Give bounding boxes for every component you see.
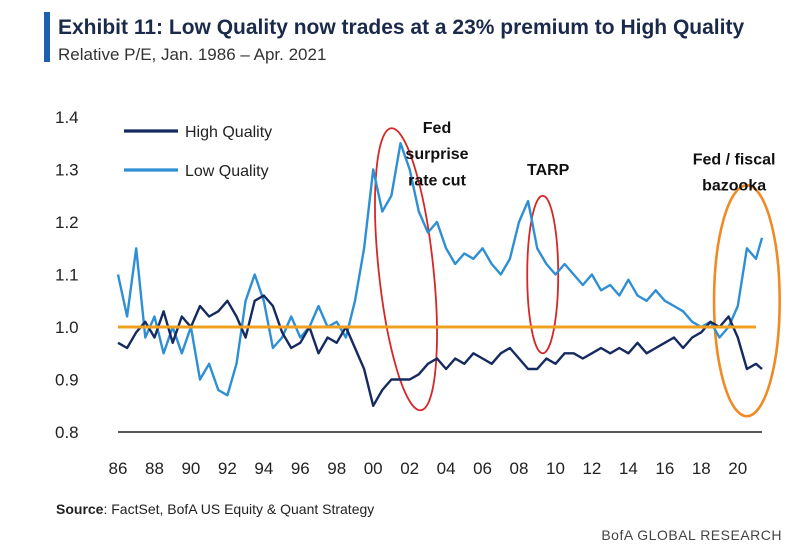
x-tick-label: 06 (473, 459, 492, 478)
series-line-low-quality (116, 141, 764, 397)
highlight-ellipse-orange (712, 183, 781, 418)
x-tick-label: 90 (181, 459, 200, 478)
event-annotation: rate cut (408, 172, 466, 189)
event-annotation: TARP (527, 162, 570, 179)
chart-title: Exhibit 11: Low Quality now trades at a … (58, 16, 745, 39)
x-tick-label: 86 (109, 459, 128, 478)
event-annotation: bazooka (702, 178, 766, 195)
x-tick-label: 14 (619, 459, 638, 478)
x-tick-label: 18 (692, 459, 711, 478)
event-annotation: Fed (423, 120, 451, 137)
title-accent-bar (44, 12, 50, 62)
y-tick-label: 1.1 (55, 266, 79, 285)
x-tick-label: 10 (546, 459, 565, 478)
x-tick-label: 04 (437, 459, 456, 478)
y-tick-label: 1.2 (55, 213, 79, 232)
x-tick-label: 94 (254, 459, 273, 478)
x-tick-label: 96 (291, 459, 310, 478)
event-annotation: surprise (405, 146, 468, 163)
y-tick-label: 1.0 (55, 318, 79, 337)
x-tick-label: 00 (364, 459, 383, 478)
legend-label: Low Quality (185, 163, 269, 180)
x-tick-label: 08 (510, 459, 529, 478)
event-annotation: Fed / fiscal (693, 151, 776, 168)
chart-area: 0.8 0.9 1.0 1.1 1.2 1.3 1.4 86 88 90 92 94 96 98 00 02 0… (55, 108, 781, 478)
y-tick-label: 1.3 (55, 161, 79, 180)
source-text: : FactSet, BofA US Equity & Quant Strate… (103, 501, 375, 517)
chart-subtitle: Relative P/E, Jan. 1986 – Apr. 2021 (58, 45, 327, 64)
research-credit: BofA GLOBAL RESEARCH (601, 527, 782, 543)
highlight-ellipse-red (374, 127, 438, 412)
y-tick-label: 0.8 (55, 423, 79, 442)
x-tick-label: 02 (400, 459, 419, 478)
y-tick-label: 0.9 (55, 371, 79, 390)
series-line-high-quality (117, 294, 763, 407)
x-tick-label: 20 (728, 459, 747, 478)
source-note: Source: FactSet, BofA US Equity & Quant … (56, 501, 374, 517)
y-tick-label: 1.4 (55, 108, 79, 127)
x-tick-label: 12 (582, 459, 601, 478)
highlight-ellipse-red (526, 194, 560, 355)
x-tick-label: 92 (218, 459, 237, 478)
x-tick-label: 16 (655, 459, 674, 478)
x-tick-label: 98 (327, 459, 346, 478)
legend-label: High Quality (185, 124, 272, 141)
source-label: Source (56, 501, 104, 517)
x-tick-label: 88 (145, 459, 164, 478)
